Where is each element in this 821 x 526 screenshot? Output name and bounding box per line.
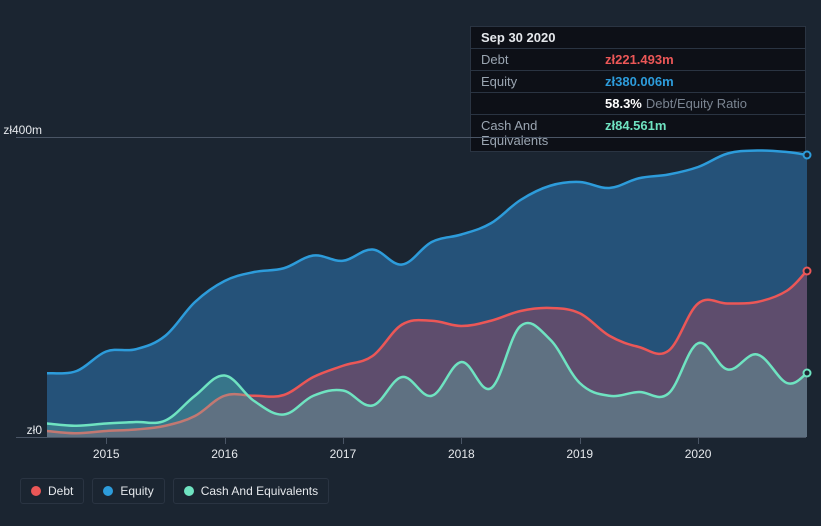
y-axis-label: zł400m	[3, 123, 42, 137]
chart-tooltip: Sep 30 2020 Debtzł221.493mEquityzł380.00…	[470, 26, 806, 152]
chart-svg	[47, 137, 807, 437]
tooltip-row: Equityzł380.006m	[471, 71, 805, 93]
x-tick-line	[106, 437, 107, 444]
x-axis-line	[16, 437, 806, 438]
series-end-marker-equity	[803, 151, 812, 160]
legend-item-debt[interactable]: Debt	[20, 478, 84, 504]
y-axis-label: zł0	[27, 423, 42, 437]
tooltip-row: 58.3% Debt/Equity Ratio	[471, 93, 805, 115]
x-axis: 2015 2016 2017 2018 2019 2020	[47, 447, 807, 467]
legend-dot-icon	[31, 486, 41, 496]
legend-item-equity[interactable]: Equity	[92, 478, 164, 504]
tooltip-row-label: Equity	[481, 74, 605, 89]
financial-chart-panel: { "tooltip": { "date": "Sep 30 2020", "r…	[0, 0, 821, 526]
legend-label: Cash And Equivalents	[201, 484, 318, 498]
tooltip-row: Debtzł221.493m	[471, 49, 805, 71]
legend-label: Debt	[48, 484, 73, 498]
x-tick-line	[343, 437, 344, 444]
x-axis-label: 2017	[330, 447, 357, 461]
x-axis-label: 2018	[448, 447, 475, 461]
x-axis-label: 2019	[566, 447, 593, 461]
chart-legend: Debt Equity Cash And Equivalents	[20, 478, 329, 504]
tooltip-date: Sep 30 2020	[481, 30, 555, 45]
tooltip-row-value: zł221.493m	[605, 52, 674, 67]
legend-dot-icon	[103, 486, 113, 496]
legend-dot-icon	[184, 486, 194, 496]
tooltip-row-value: 58.3%	[605, 96, 642, 111]
x-tick-line	[225, 437, 226, 444]
x-axis-label: 2016	[211, 447, 238, 461]
tooltip-row-value: zł380.006m	[605, 74, 674, 89]
series-end-marker-cash-and-equivalents	[803, 369, 812, 378]
x-axis-label: 2015	[93, 447, 120, 461]
x-axis-label: 2020	[685, 447, 712, 461]
tooltip-row-extra: Debt/Equity Ratio	[646, 96, 747, 111]
x-tick-line	[580, 437, 581, 444]
x-tick-line	[698, 437, 699, 444]
tooltip-date-row: Sep 30 2020	[471, 27, 805, 49]
legend-item-cash-and-equivalents[interactable]: Cash And Equivalents	[173, 478, 329, 504]
legend-label: Equity	[120, 484, 153, 498]
series-end-marker-debt	[803, 266, 812, 275]
tooltip-row-label	[481, 96, 605, 111]
x-tick-line	[461, 437, 462, 444]
chart-plot-area	[47, 137, 807, 437]
tooltip-row-label: Debt	[481, 52, 605, 67]
